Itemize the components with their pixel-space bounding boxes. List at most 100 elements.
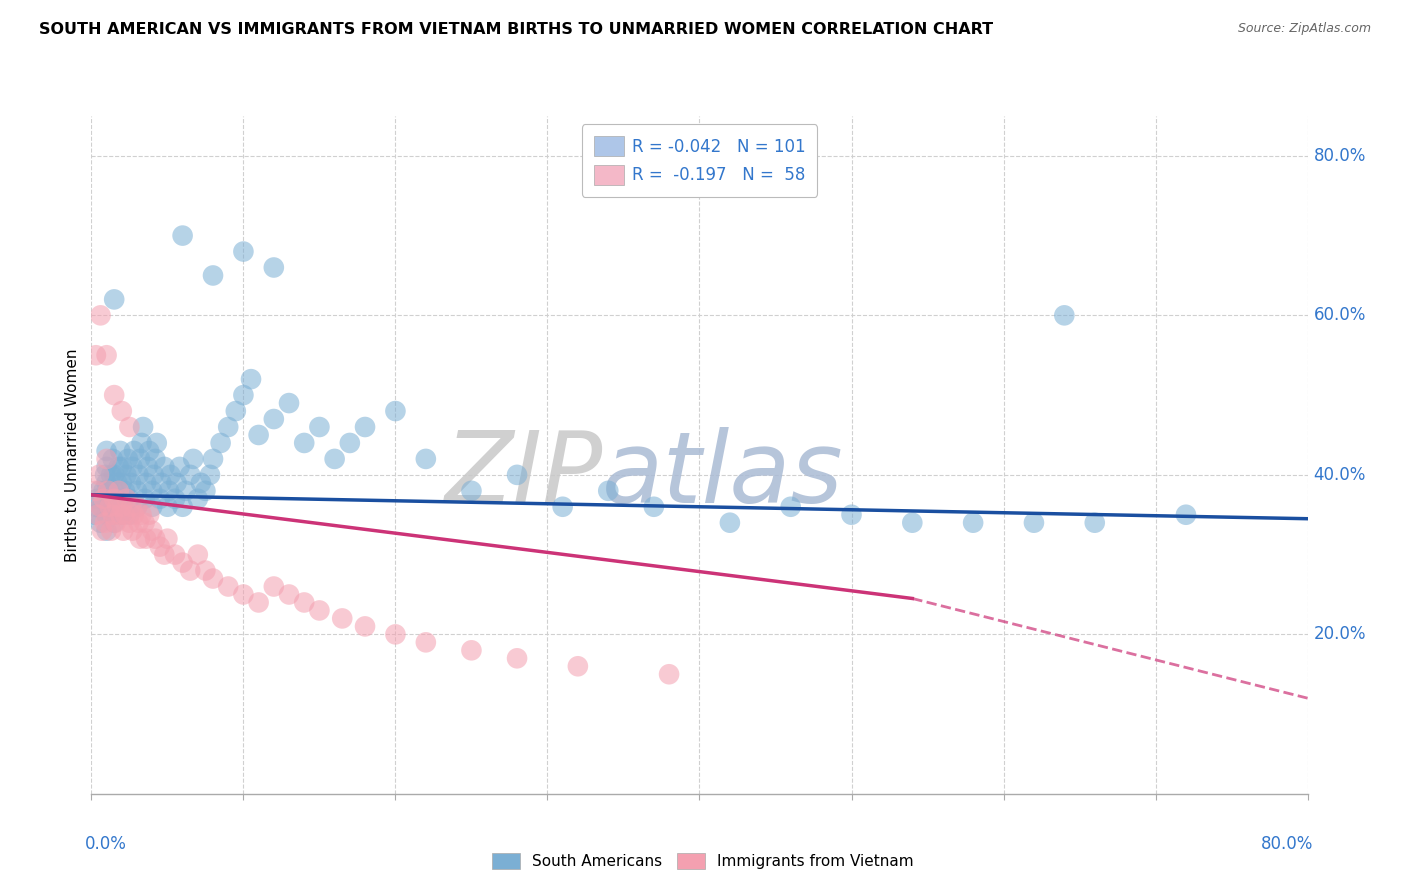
Point (84, 500, 107, 514)
Point (172, 500, 194, 514)
Point (232, 587, 254, 601)
Point (105, 475, 128, 490)
Text: Source: ZipAtlas.com: Source: ZipAtlas.com (1237, 22, 1371, 36)
Point (415, 635, 437, 649)
Point (354, 619, 377, 633)
Point (135, 532, 157, 546)
Point (107, 483, 129, 498)
Point (103, 388, 125, 402)
Point (141, 483, 163, 498)
Point (134, 516, 156, 530)
Point (841, 508, 863, 522)
Point (111, 459, 134, 474)
Point (103, 483, 125, 498)
Point (111, 508, 134, 522)
Point (111, 491, 134, 506)
Point (163, 548, 186, 562)
Point (643, 500, 665, 514)
Point (138, 508, 160, 522)
Point (225, 404, 247, 418)
Point (460, 643, 482, 657)
Point (134, 491, 156, 506)
Point (89, 500, 111, 514)
Point (551, 500, 574, 514)
Point (111, 475, 134, 490)
Point (172, 228, 194, 243)
Point (354, 420, 377, 434)
Point (308, 603, 330, 617)
Point (135, 475, 157, 490)
Point (143, 532, 166, 546)
Text: 60.0%: 60.0% (1313, 306, 1367, 325)
Point (118, 516, 141, 530)
Point (97, 483, 120, 498)
Point (263, 580, 285, 594)
Point (149, 540, 172, 554)
Point (104, 516, 127, 530)
Point (111, 500, 134, 514)
Point (181, 451, 204, 466)
Text: 80.0%: 80.0% (1313, 147, 1367, 165)
Point (112, 524, 135, 538)
Point (131, 508, 153, 522)
Point (114, 508, 136, 522)
Point (118, 508, 141, 522)
Point (96, 491, 118, 506)
Point (87, 467, 110, 482)
Point (84, 348, 107, 362)
Point (901, 516, 924, 530)
Point (159, 467, 181, 482)
Text: SOUTH AMERICAN VS IMMIGRANTS FROM VIETNAM BIRTHS TO UNMARRIED WOMEN CORRELATION : SOUTH AMERICAN VS IMMIGRANTS FROM VIETNA… (39, 22, 994, 37)
Point (103, 491, 125, 506)
Point (100, 467, 122, 482)
Point (121, 459, 143, 474)
Point (169, 459, 191, 474)
Point (190, 475, 212, 490)
Text: atlas: atlas (602, 426, 844, 524)
Text: 0.0%: 0.0% (86, 835, 127, 853)
Point (131, 436, 153, 450)
Point (96, 459, 118, 474)
Point (194, 564, 217, 578)
Legend: South Americans, Immigrants from Vietnam: South Americans, Immigrants from Vietnam (486, 847, 920, 875)
Text: 20.0%: 20.0% (1313, 625, 1367, 643)
Point (122, 444, 145, 458)
Point (194, 483, 217, 498)
Point (247, 428, 270, 442)
Point (217, 580, 239, 594)
Point (142, 467, 165, 482)
Point (128, 467, 150, 482)
Point (111, 404, 134, 418)
Point (94, 467, 117, 482)
Point (1053, 309, 1076, 323)
Point (103, 467, 125, 482)
Point (506, 467, 529, 482)
Point (91, 524, 114, 538)
Point (172, 556, 194, 570)
Point (96, 508, 118, 522)
Point (143, 451, 166, 466)
Point (103, 500, 125, 514)
Point (84, 483, 107, 498)
Point (202, 268, 225, 283)
Point (247, 595, 270, 609)
Point (779, 500, 801, 514)
Point (101, 508, 124, 522)
Point (323, 451, 346, 466)
Point (100, 524, 122, 538)
Point (384, 627, 406, 641)
Point (384, 404, 406, 418)
Point (567, 659, 589, 673)
Point (179, 467, 201, 482)
Point (202, 572, 225, 586)
Point (460, 483, 482, 498)
Point (962, 516, 984, 530)
Point (292, 436, 315, 450)
Point (292, 595, 315, 609)
Point (598, 483, 620, 498)
Point (93, 491, 115, 506)
Point (149, 491, 172, 506)
Point (104, 508, 127, 522)
Point (232, 388, 254, 402)
Point (150, 475, 173, 490)
